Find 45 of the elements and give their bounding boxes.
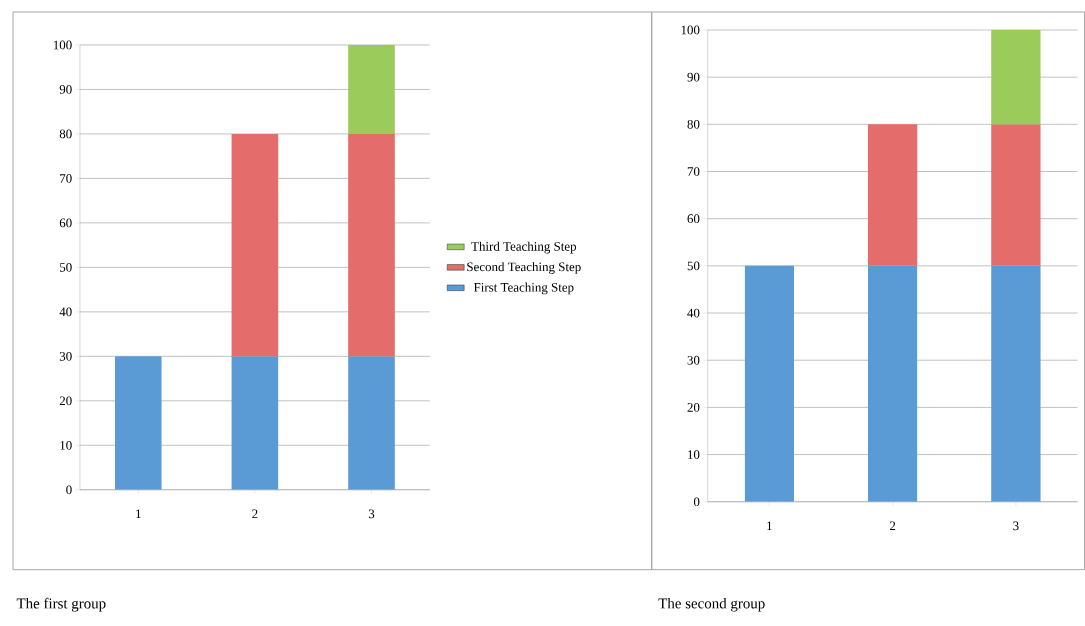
bar [991,266,1041,502]
y-tick-label: 10 [60,441,72,450]
y-tick-label: 90 [59,85,72,94]
legend-label: Second Teaching Step [467,262,581,275]
y-tick-label: 40 [687,308,700,318]
y-tick-label: 20 [59,396,72,406]
y-tick-label: 70 [60,174,72,183]
y-tick-label: 30 [59,352,72,361]
y-tick-label: 0 [66,485,72,495]
x-tick-label: 1 [767,521,772,531]
y-tick-label: 20 [687,403,700,412]
bar [991,30,1041,125]
y-tick-label: 30 [687,356,700,365]
legend-label: First Teaching Step [473,282,574,295]
bar [867,266,918,502]
y-tick-label: 100 [53,40,72,50]
bar [991,124,1041,267]
y-tick-label: 10 [688,450,700,460]
x-tick-label: 3 [368,509,375,519]
y-tick-label: 50 [687,261,700,271]
bar [231,134,279,357]
x-tick-label: 2 [252,509,258,519]
y-tick-label: 60 [59,218,72,228]
text: The second group [658,598,765,612]
bar [867,124,918,267]
text: The first group [16,597,106,612]
y-tick-label: 50 [60,263,72,272]
y-tick-label: 40 [59,307,72,317]
bar [114,356,162,490]
x-tick-label: 3 [1013,521,1019,531]
y-tick-label: 70 [687,167,700,177]
y-tick-label: 0 [693,497,700,507]
bar [348,356,395,490]
legend-label: Third Teaching Step [471,241,577,254]
bar [348,134,395,357]
y-tick-label: 100 [681,25,700,35]
bar [348,45,395,135]
x-tick-label: 2 [889,521,896,531]
y-tick-label: 80 [687,120,700,129]
bar [744,266,794,502]
y-tick-label: 60 [687,214,700,224]
bar [231,356,279,490]
y-tick-label: 80 [59,129,72,139]
y-tick-label: 90 [687,72,700,82]
x-tick-label: 1 [136,509,141,519]
